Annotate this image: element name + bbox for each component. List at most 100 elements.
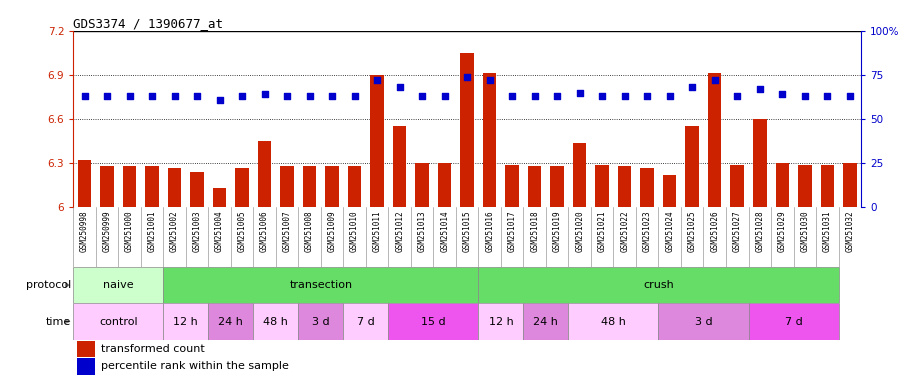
Bar	[618, 166, 631, 207]
Text: 15 d: 15 d	[421, 316, 446, 327]
Text: GSM251022: GSM251022	[620, 210, 629, 252]
Text: time: time	[46, 316, 71, 327]
Bar	[528, 166, 541, 207]
Text: GSM251031: GSM251031	[823, 210, 832, 252]
Point	[257, 91, 272, 98]
Point	[505, 93, 519, 99]
Point	[325, 93, 340, 99]
Point	[594, 93, 609, 99]
Text: GSM251003: GSM251003	[192, 210, 202, 252]
Text: 3 d: 3 d	[694, 316, 713, 327]
Point	[100, 93, 114, 99]
Text: 24 h: 24 h	[533, 316, 559, 327]
Point	[415, 93, 430, 99]
Point	[279, 93, 294, 99]
Text: transformed count: transformed count	[101, 344, 204, 354]
Text: 12 h: 12 h	[488, 316, 513, 327]
Point	[437, 93, 452, 99]
Text: GSM251000: GSM251000	[125, 210, 134, 252]
Text: GSM251019: GSM251019	[552, 210, 562, 252]
Text: GSM251016: GSM251016	[485, 210, 494, 252]
Text: GSM251012: GSM251012	[395, 210, 404, 252]
Point	[798, 93, 812, 99]
Bar	[461, 53, 474, 207]
Text: 7 d: 7 d	[785, 316, 802, 327]
Bar	[393, 126, 407, 207]
Text: GSM251005: GSM251005	[237, 210, 246, 252]
Point	[370, 77, 385, 83]
Text: GSM251024: GSM251024	[665, 210, 674, 252]
Text: GSM251002: GSM251002	[170, 210, 179, 252]
Text: 7 d: 7 d	[357, 316, 375, 327]
Text: GSM251009: GSM251009	[328, 210, 336, 252]
Text: GDS3374 / 1390677_at: GDS3374 / 1390677_at	[73, 17, 224, 30]
Bar	[523, 303, 569, 340]
Text: GSM251026: GSM251026	[710, 210, 719, 252]
Bar	[78, 160, 92, 207]
Point	[145, 93, 159, 99]
Bar	[708, 73, 722, 207]
Bar	[415, 163, 429, 207]
Text: 48 h: 48 h	[601, 316, 626, 327]
Point	[550, 93, 564, 99]
Bar	[213, 188, 226, 207]
Bar	[123, 166, 136, 207]
Bar	[821, 165, 834, 207]
Bar	[325, 166, 339, 207]
Text: GSM251010: GSM251010	[350, 210, 359, 252]
Point	[302, 93, 317, 99]
Text: GSM251004: GSM251004	[215, 210, 224, 252]
Text: GSM250999: GSM250999	[103, 210, 112, 252]
Point	[843, 93, 857, 99]
Bar	[478, 303, 523, 340]
Point	[483, 77, 497, 83]
Text: crush: crush	[643, 280, 674, 290]
Bar	[191, 172, 204, 207]
Bar	[77, 341, 94, 358]
Text: GSM251006: GSM251006	[260, 210, 269, 252]
Point	[775, 91, 790, 98]
Point	[685, 84, 700, 90]
Text: GSM251021: GSM251021	[598, 210, 606, 252]
Point	[168, 93, 182, 99]
Bar	[388, 303, 478, 340]
Text: transection: transection	[289, 280, 353, 290]
Bar	[299, 303, 344, 340]
Point	[662, 93, 677, 99]
Text: GSM251011: GSM251011	[373, 210, 382, 252]
Text: GSM251007: GSM251007	[283, 210, 291, 252]
Bar	[663, 175, 677, 207]
Text: GSM251013: GSM251013	[418, 210, 427, 252]
Point	[392, 84, 407, 90]
Bar	[257, 141, 271, 207]
Text: 24 h: 24 h	[218, 316, 244, 327]
Bar	[254, 303, 299, 340]
Point	[528, 93, 542, 99]
Bar	[303, 166, 316, 207]
Text: 3 d: 3 d	[312, 316, 330, 327]
Point	[347, 93, 362, 99]
Text: GSM251032: GSM251032	[845, 210, 855, 252]
Bar	[506, 165, 519, 207]
Text: naive: naive	[103, 280, 134, 290]
Point	[730, 93, 745, 99]
Point	[122, 93, 136, 99]
Text: GSM251020: GSM251020	[575, 210, 584, 252]
Bar	[77, 358, 94, 375]
Bar	[730, 165, 744, 207]
Text: GSM251023: GSM251023	[643, 210, 651, 252]
Point	[640, 93, 655, 99]
Text: GSM251028: GSM251028	[756, 210, 764, 252]
Text: GSM251025: GSM251025	[688, 210, 697, 252]
Bar	[438, 163, 452, 207]
Bar	[748, 303, 838, 340]
Bar	[753, 119, 767, 207]
Bar	[163, 267, 478, 303]
Bar	[478, 267, 838, 303]
Point	[820, 93, 834, 99]
Point	[617, 93, 632, 99]
Bar	[348, 166, 362, 207]
Bar	[73, 303, 163, 340]
Bar	[344, 303, 388, 340]
Bar	[235, 168, 249, 207]
